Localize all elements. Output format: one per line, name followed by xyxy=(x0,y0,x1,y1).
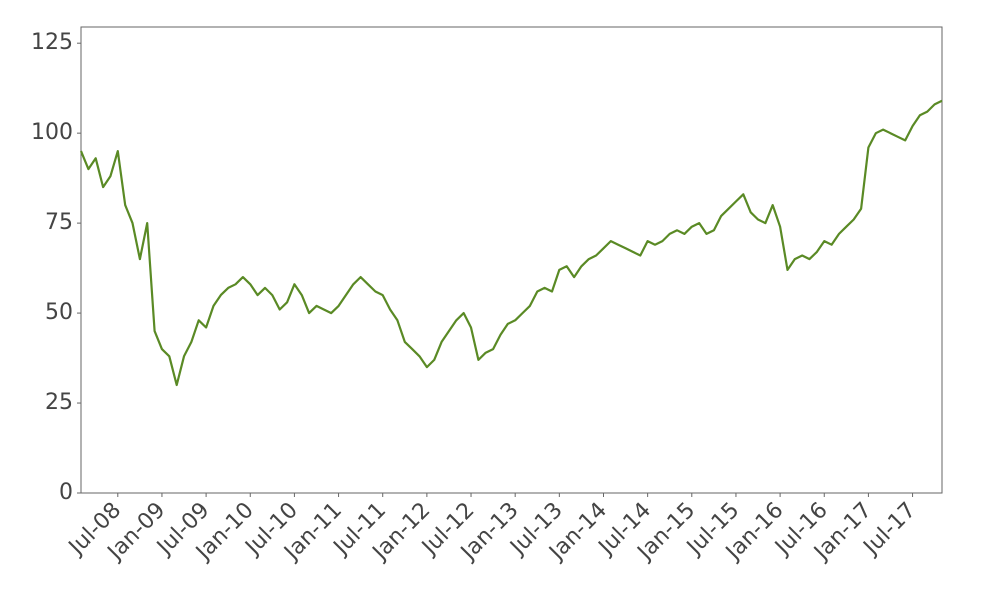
y-tick-label: 0 xyxy=(59,480,73,505)
y-tick-label: 50 xyxy=(45,300,73,325)
y-tick-label: 75 xyxy=(45,210,73,235)
y-tick-label: 100 xyxy=(31,120,73,145)
line-series xyxy=(79,99,943,387)
y-tick-label: 25 xyxy=(45,390,73,415)
y-tick-label: 125 xyxy=(31,30,73,55)
plot-frame xyxy=(80,26,943,494)
